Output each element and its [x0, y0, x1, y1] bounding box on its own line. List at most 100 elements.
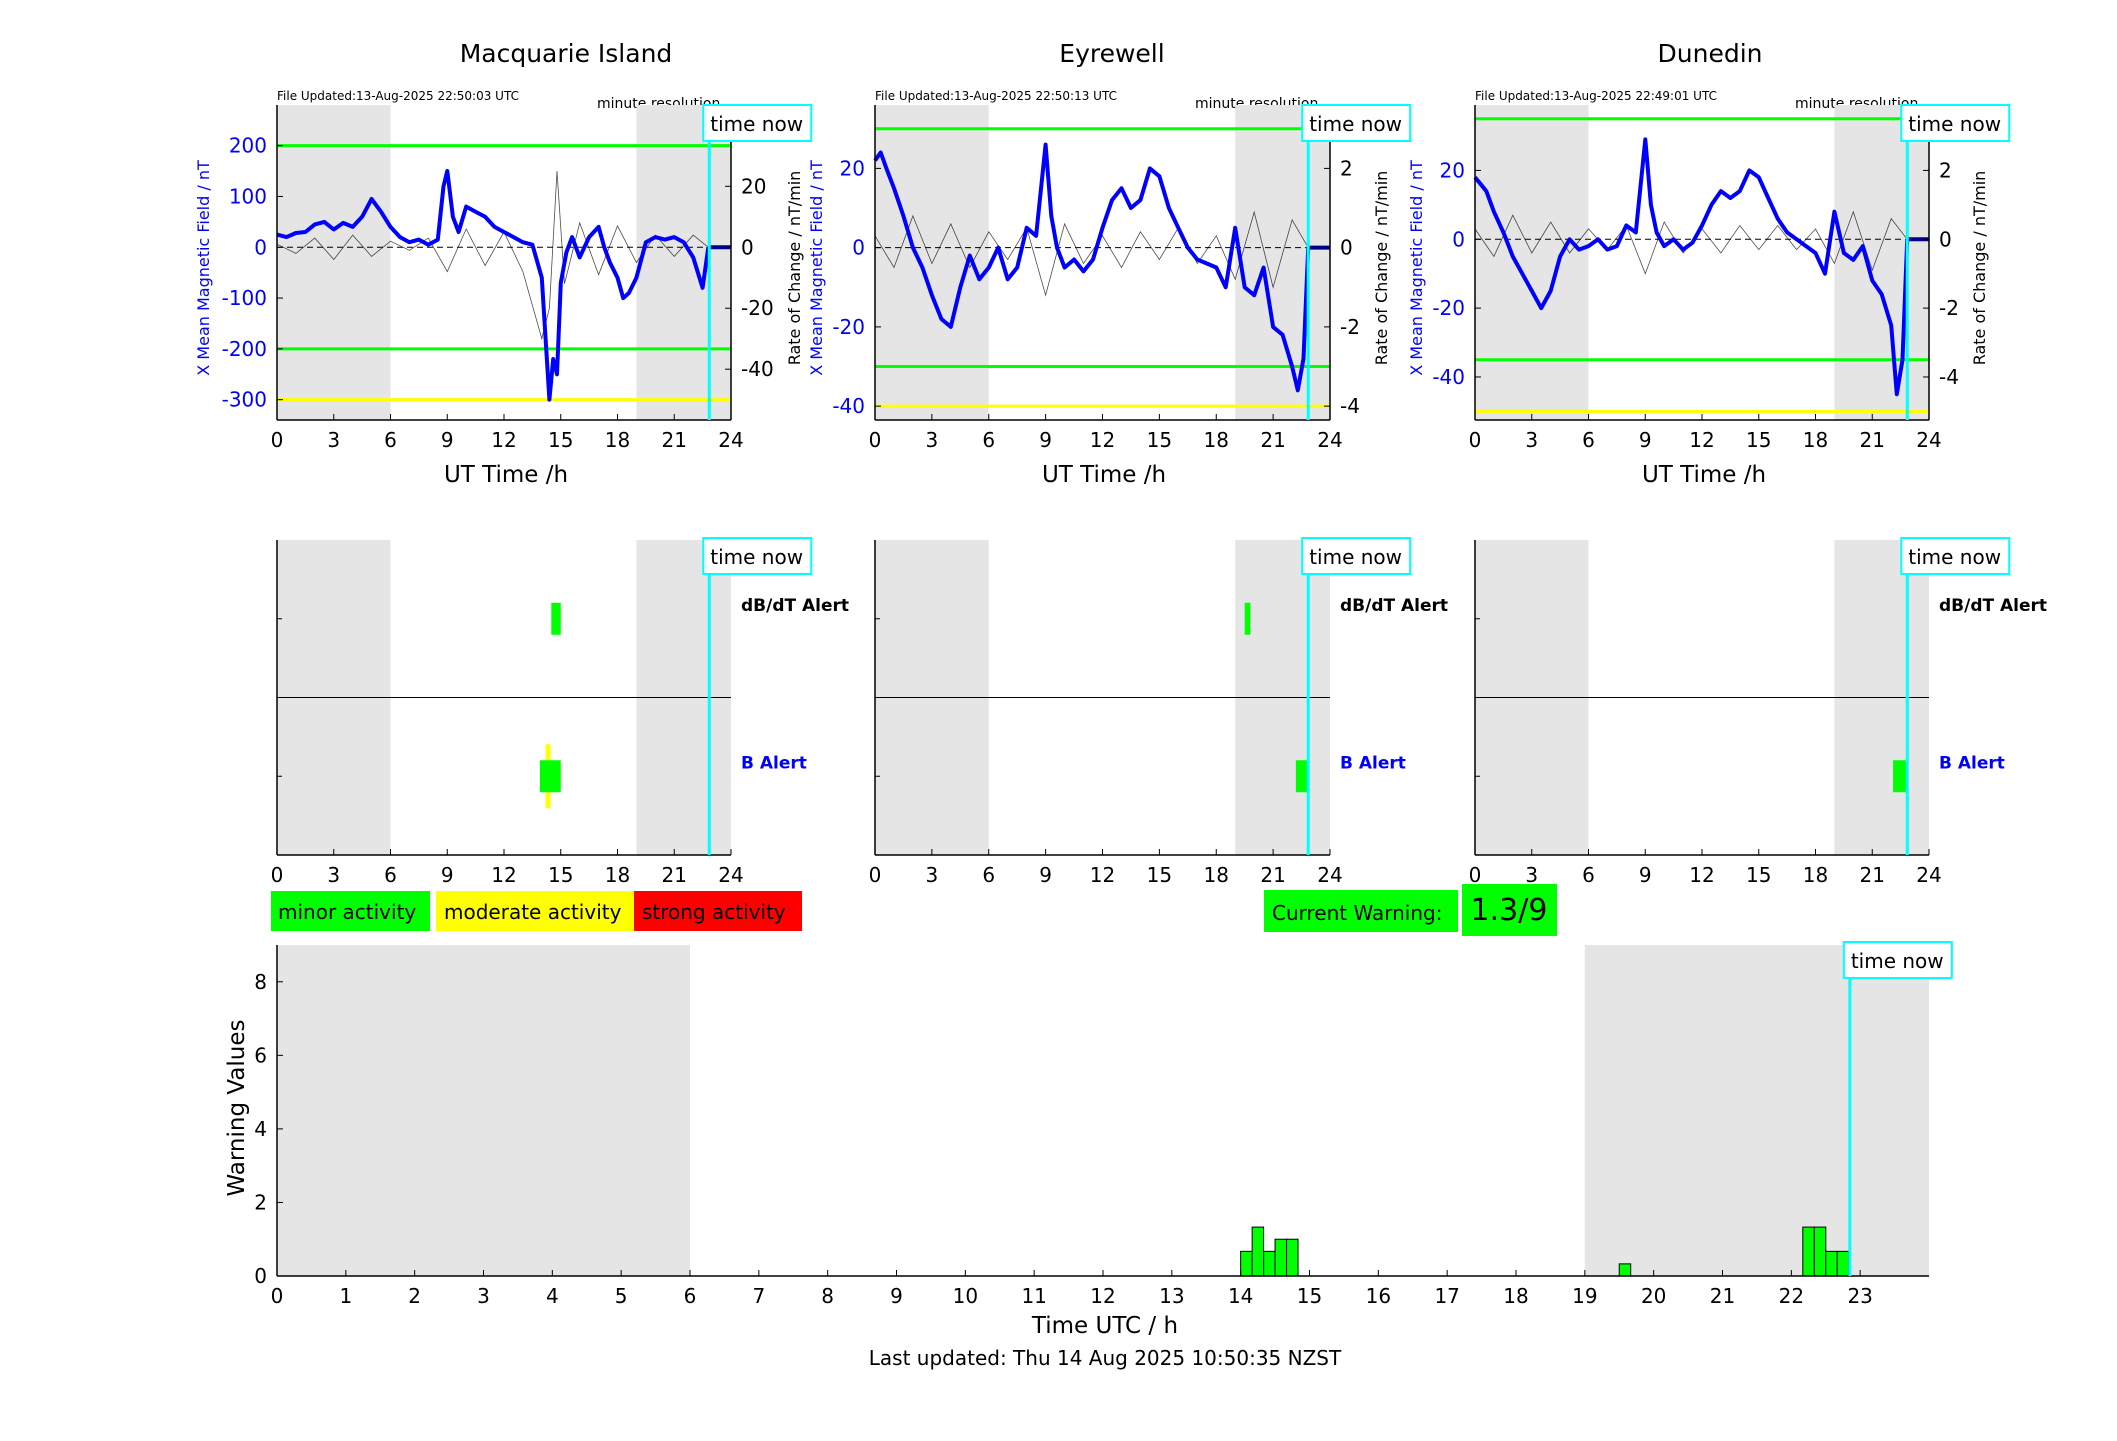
y-tick-left-label: -40 [832, 394, 865, 418]
x-tick-label: 24 [1317, 428, 1342, 452]
x-tick-label: 6 [384, 863, 397, 887]
rate-of-change-line [874, 210, 1309, 297]
alert-panel-1: dB/dT Alert B Alert 0 3 6 9 12 15 18 21 24 time now [869, 537, 1448, 887]
current-warning-value-box [1462, 884, 1557, 936]
ylabel-right-eyrewell: Rate of Change / nT/min [1372, 171, 1391, 366]
x-tick-label: 12 [1689, 428, 1714, 452]
y-tick-right-label: 0 [741, 235, 754, 259]
y-tick-right-label: -2 [1939, 296, 1959, 320]
x-tick-label: 3 [477, 1284, 490, 1308]
warning-bar [1286, 1238, 1299, 1277]
time-now-box [1900, 537, 2011, 575]
legend-strong-swatch [634, 891, 802, 931]
ylabel-left-eyrewell: X Mean Magnetic Field / nT [807, 160, 826, 376]
x-tick-label: 3 [327, 863, 340, 887]
alert-panel-2: dB/dT Alert B Alert 0 3 6 9 12 15 18 21 24 time now [1469, 537, 2047, 887]
x-tick-label: 18 [1204, 863, 1229, 887]
x-tick-label: 4 [546, 1284, 559, 1308]
y-tick-label: 2 [254, 1190, 267, 1214]
y-tick-left-label: 20 [1440, 158, 1465, 182]
warning-bar [1836, 1250, 1850, 1277]
alert-bar-minor [1295, 760, 1308, 793]
current-warning-label: Current Warning: [1272, 901, 1442, 925]
time-now-label: time now [1309, 545, 1402, 569]
x-tick-label: 18 [605, 428, 630, 452]
x-tick-label: 12 [491, 863, 516, 887]
y-tick-right-label: 2 [1340, 156, 1353, 180]
x-tick-label: 9 [1639, 863, 1652, 887]
y-tick-right-label: -40 [741, 357, 774, 381]
y-tick-left-label: -20 [1432, 296, 1465, 320]
warning-bar [1802, 1226, 1815, 1277]
y-tick-right-label: -20 [741, 296, 774, 320]
y-tick-left-label: 20 [840, 156, 865, 180]
x-tick-label: 21 [1860, 863, 1885, 887]
x-tick-label: 0 [1469, 428, 1482, 452]
x-tick-label: 18 [1503, 1284, 1528, 1308]
x-tick-label: 21 [662, 863, 687, 887]
ylabel-left-dunedin: X Mean Magnetic Field / nT [1407, 160, 1426, 376]
x-tick-label: 3 [1525, 428, 1538, 452]
y-tick-label: 6 [254, 1043, 267, 1067]
x-tick-label: 15 [1297, 1284, 1322, 1308]
y-tick-left-label: 0 [852, 236, 865, 260]
x-tick-label: 19 [1572, 1284, 1597, 1308]
y-tick-left-label: -100 [222, 286, 267, 310]
legend-minor-label: minor activity [278, 900, 416, 924]
night-band [636, 105, 731, 420]
y-tick-right-label: -4 [1340, 394, 1360, 418]
warning-bar [1274, 1238, 1288, 1277]
x-tick-label: 20 [1641, 1284, 1666, 1308]
x-tick-label: 5 [615, 1284, 628, 1308]
warning-bar [1240, 1250, 1253, 1277]
x-tick-label: 12 [1090, 863, 1115, 887]
alert-bar-minor [551, 602, 561, 635]
x-tick-label: 15 [1147, 863, 1172, 887]
x-tick-label: 6 [684, 1284, 697, 1308]
chart-title-dunedin: Dunedin [1658, 39, 1763, 68]
y-tick-right-label: -2 [1340, 315, 1360, 339]
x-tick-label: 12 [1090, 1284, 1115, 1308]
night-band [277, 945, 690, 1276]
time-now-label: time now [1908, 545, 2001, 569]
x-tick-label: 9 [441, 428, 454, 452]
warning-bar [1263, 1250, 1276, 1277]
time-now-box [1301, 104, 1412, 142]
legend-strong-label: strong activity [642, 900, 786, 924]
x-tick-label: 21 [662, 428, 687, 452]
x-tick-label: 21 [1710, 1284, 1735, 1308]
x-tick-label: 18 [605, 863, 630, 887]
x-tick-label: 6 [1582, 428, 1595, 452]
x-tick-label: 6 [384, 428, 397, 452]
x-tick-label: 1 [339, 1284, 352, 1308]
x-tick-label: 0 [271, 863, 284, 887]
y-tick-right-label: 2 [1939, 158, 1952, 182]
x-tick-label: 0 [271, 1284, 284, 1308]
x-tick-label: 0 [869, 428, 882, 452]
time-now-label: time now [1908, 112, 2001, 136]
row-label-dbdt: dB/dT Alert [741, 596, 849, 616]
row-label-dbdt: dB/dT Alert [1939, 596, 2047, 616]
file-updated-dunedin: File Updated:13-Aug-2025 22:49:01 UTC [1475, 89, 1717, 103]
x-tick-label: 3 [926, 428, 939, 452]
y-tick-label: 4 [254, 1117, 267, 1141]
y-tick-left-label: -200 [222, 337, 267, 361]
x-tick-label: 3 [926, 863, 939, 887]
chart-title-macquarie: Macquarie Island [460, 39, 673, 68]
alert-bar-minor [539, 760, 561, 793]
y-tick-left-label: 100 [229, 184, 267, 208]
x-tick-label: 11 [1021, 1284, 1046, 1308]
time-now-label: time now [710, 545, 803, 569]
warning-chart: 0 1 2 3 4 5 6 7 8 9 10 11 12 13 14 15 16 17 18 19 20 21 22 2302… [254, 941, 1953, 1308]
warning-bar [1251, 1226, 1265, 1277]
row-label-dbdt: dB/dT Alert [1340, 596, 1448, 616]
time-now-label: time now [710, 112, 803, 136]
row-label-b: B Alert [1340, 753, 1406, 773]
file-updated-eyrewell: File Updated:13-Aug-2025 22:50:13 UTC [875, 89, 1117, 103]
chart-title-eyrewell: Eyrewell [1059, 39, 1164, 68]
xlabel-macquarie: UT Time /h [444, 462, 568, 488]
x-tick-label: 9 [1039, 428, 1052, 452]
x-tick-label: 9 [441, 863, 454, 887]
